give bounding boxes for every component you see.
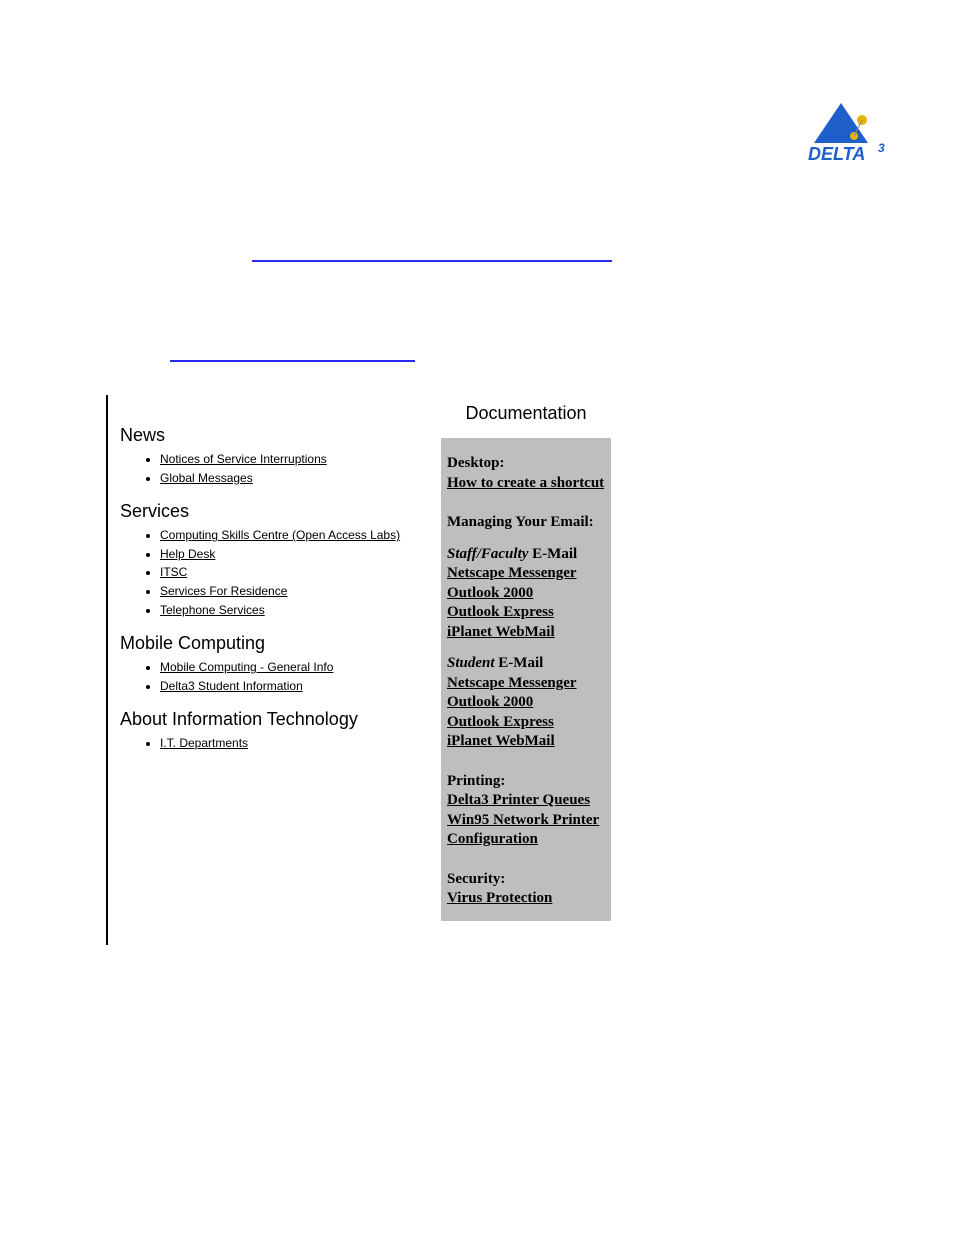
managing-email-label: Managing Your Email: (447, 513, 605, 533)
staff-email-heading: Staff/Faculty E-Mail (447, 545, 605, 565)
svg-text:DELTA: DELTA (808, 144, 865, 164)
link-staff-netscape[interactable]: Netscape Messenger (447, 565, 577, 581)
left-column: News Notices of Service Interruptions Gl… (120, 395, 425, 761)
news-heading: News (120, 425, 425, 446)
link-student-netscape[interactable]: Netscape Messenger (447, 675, 577, 691)
staff-italic: Staff/Faculty (447, 546, 528, 562)
list-item: Computing Skills Centre (Open Access Lab… (160, 526, 425, 545)
link-skills-centre[interactable]: Computing Skills Centre (Open Access Lab… (160, 528, 400, 542)
list-item: Help Desk (160, 545, 425, 564)
list-item: ITSC (160, 563, 425, 582)
services-heading: Services (120, 501, 425, 522)
link-staff-outlookexpress[interactable]: Outlook Express (447, 604, 554, 620)
link-help-desk[interactable]: Help Desk (160, 547, 215, 561)
documentation-box: Desktop: How to create a shortcut Managi… (441, 438, 611, 921)
divider-1 (252, 260, 612, 262)
student-rest: E-Mail (495, 655, 544, 671)
link-virus-protection[interactable]: Virus Protection (447, 890, 552, 906)
list-item: Mobile Computing - General Info (160, 658, 425, 677)
about-list: I.T. Departments (120, 734, 425, 753)
list-item: Global Messages (160, 469, 425, 488)
printing-label: Printing: (447, 772, 605, 792)
list-item: Services For Residence (160, 582, 425, 601)
link-student-outlook2000[interactable]: Outlook 2000 (447, 694, 533, 710)
link-staff-iplanet[interactable]: iPlanet WebMail (447, 624, 555, 640)
link-telephone[interactable]: Telephone Services (160, 603, 265, 617)
list-item: I.T. Departments (160, 734, 425, 753)
link-residence[interactable]: Services For Residence (160, 584, 287, 598)
list-item: Notices of Service Interruptions (160, 450, 425, 469)
staff-rest: E-Mail (528, 546, 577, 562)
link-itsc[interactable]: ITSC (160, 565, 187, 579)
link-win95-printer[interactable]: Win95 Network Printer Configuration (447, 812, 599, 848)
mobile-heading: Mobile Computing (120, 633, 425, 654)
link-create-shortcut[interactable]: How to create a shortcut (447, 475, 604, 491)
list-item: Telephone Services (160, 601, 425, 620)
student-email-heading: Student E-Mail (447, 654, 605, 674)
link-mobile-general[interactable]: Mobile Computing - General Info (160, 660, 333, 674)
security-label: Security: (447, 870, 605, 890)
divider-2 (170, 360, 415, 362)
link-it-departments[interactable]: I.T. Departments (160, 736, 248, 750)
student-italic: Student (447, 655, 495, 671)
link-printer-queues[interactable]: Delta3 Printer Queues (447, 792, 590, 808)
link-notices[interactable]: Notices of Service Interruptions (160, 452, 327, 466)
right-column: Documentation Desktop: How to create a s… (441, 395, 611, 921)
about-heading: About Information Technology (120, 709, 425, 730)
link-global-messages[interactable]: Global Messages (160, 471, 253, 485)
mobile-list: Mobile Computing - General Info Delta3 S… (120, 658, 425, 695)
link-staff-outlook2000[interactable]: Outlook 2000 (447, 585, 533, 601)
delta3-logo: DELTA 3 (806, 98, 906, 168)
desktop-label: Desktop: (447, 454, 605, 474)
news-list: Notices of Service Interruptions Global … (120, 450, 425, 487)
svg-text:3: 3 (878, 141, 885, 155)
documentation-heading: Documentation (441, 403, 611, 424)
link-student-iplanet[interactable]: iPlanet WebMail (447, 733, 555, 749)
services-list: Computing Skills Centre (Open Access Lab… (120, 526, 425, 619)
main-content: News Notices of Service Interruptions Gl… (106, 395, 620, 945)
list-item: Delta3 Student Information (160, 677, 425, 696)
link-student-outlookexpress[interactable]: Outlook Express (447, 714, 554, 730)
link-delta3-student[interactable]: Delta3 Student Information (160, 679, 303, 693)
